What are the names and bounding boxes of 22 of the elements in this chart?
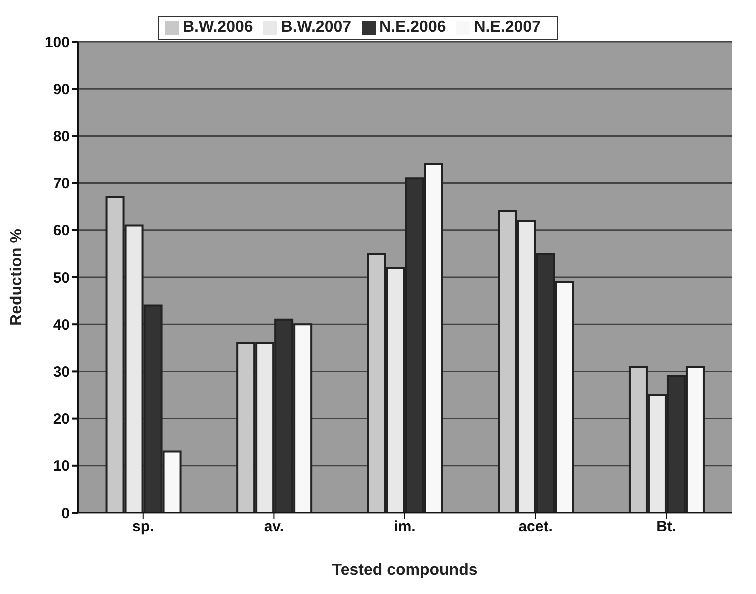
x-tick-label: acet. (518, 518, 553, 536)
y-tick-label: 70 (53, 176, 70, 193)
y-tick-label: 50 (53, 270, 70, 287)
x-tick-label: im. (394, 518, 416, 536)
y-tick-label: 80 (53, 128, 70, 146)
y-tick-label: 20 (53, 411, 70, 428)
y-axis-title: Reduction % (8, 229, 26, 326)
y-tick-label: 40 (53, 316, 70, 334)
y-tick-label: 100 (44, 34, 70, 52)
y-tick-label: 60 (53, 222, 70, 240)
y-tick-label: 10 (53, 458, 70, 476)
legend-label: B.W.2007 (281, 19, 352, 36)
x-tick-label: sp. (132, 518, 154, 536)
legend-label: N.E.2007 (474, 19, 541, 36)
x-tick-label: av. (264, 518, 284, 536)
legend-label: B.W.2006 (183, 19, 254, 36)
x-axis-title: Tested compounds (332, 562, 478, 579)
y-tick-label: 0 (62, 505, 70, 522)
y-tick-label: 90 (53, 81, 70, 98)
legend-label: N.E.2006 (380, 19, 446, 36)
x-tick-label: Bt. (656, 518, 677, 536)
y-tick-label: 30 (53, 364, 70, 382)
